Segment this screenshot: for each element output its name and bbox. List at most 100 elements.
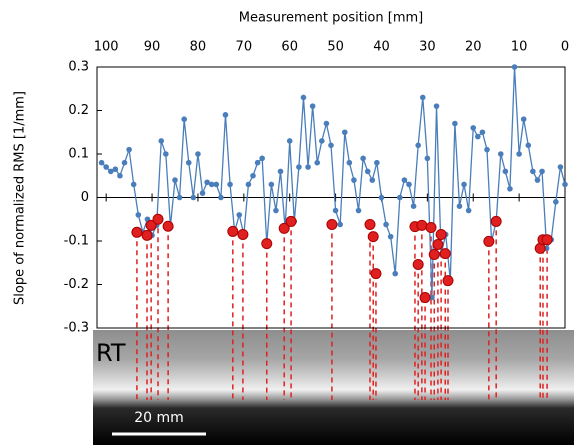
highlight-point	[439, 248, 451, 260]
data-point	[163, 151, 169, 157]
highlight-point	[483, 235, 495, 247]
data-point	[369, 177, 376, 183]
data-point	[130, 181, 137, 188]
x-tick-label: 30	[419, 40, 436, 55]
x-tick-label: 80	[190, 40, 207, 55]
highlight-point	[237, 228, 249, 240]
data-point	[112, 166, 119, 173]
data-point	[424, 155, 431, 162]
x-tick-label: 100	[94, 40, 119, 55]
data-point	[296, 164, 302, 170]
highlight-point	[412, 258, 424, 270]
data-point	[470, 125, 477, 131]
y-tick-label: 0.2	[68, 103, 89, 118]
data-point	[525, 142, 532, 149]
x-tick-label: 20	[465, 40, 482, 55]
data-point	[332, 207, 339, 214]
data-point	[475, 133, 481, 140]
data-point	[300, 94, 307, 101]
highlight-point	[425, 222, 437, 234]
data-point	[553, 199, 559, 205]
highlight-point	[435, 228, 447, 240]
data-point	[172, 177, 178, 183]
data-point	[378, 194, 385, 201]
data-point	[461, 181, 467, 188]
y-tick-label: -0.1	[64, 234, 89, 249]
data-point	[484, 146, 490, 153]
data-point	[530, 168, 536, 175]
data-point	[185, 159, 192, 166]
highlight-point	[261, 238, 273, 250]
data-point	[181, 116, 187, 122]
data-point	[208, 181, 215, 188]
data-point	[176, 194, 183, 201]
data-point	[351, 177, 357, 183]
data-point	[415, 142, 421, 149]
highlight-point	[367, 231, 379, 243]
highlight-point	[278, 222, 290, 234]
data-point	[305, 164, 311, 170]
data-point	[507, 186, 513, 192]
data-point	[218, 194, 224, 201]
data-point	[456, 203, 463, 209]
data-point	[539, 168, 545, 175]
data-point	[392, 270, 399, 277]
highlight-point	[131, 226, 143, 238]
x-tick-label: 0	[561, 40, 569, 55]
data-point	[277, 168, 284, 175]
data-point	[195, 151, 201, 157]
data-point	[419, 94, 426, 101]
data-point	[103, 164, 109, 170]
data-point	[341, 129, 348, 136]
data-point	[534, 177, 541, 183]
data-point	[401, 177, 408, 183]
data-point	[346, 159, 353, 166]
y-tick-label: 0	[81, 190, 89, 205]
data-point	[259, 155, 265, 162]
x-tick-label: 40	[373, 40, 390, 55]
data-point	[452, 120, 458, 127]
data-point	[204, 179, 210, 186]
data-point	[245, 181, 252, 188]
highlight-point	[541, 234, 553, 246]
photo	[93, 330, 574, 445]
data-point	[387, 233, 394, 240]
data-point	[273, 207, 279, 214]
highlight-point	[432, 238, 444, 250]
data-point	[433, 103, 440, 109]
data-point	[328, 142, 334, 149]
data-point	[227, 181, 233, 188]
x-tick-label: 70	[236, 40, 253, 55]
highlight-point	[285, 215, 297, 227]
y-tick-label: 0.3	[68, 60, 89, 75]
scale-bar-label: 20 mm	[134, 410, 184, 426]
data-point	[236, 212, 243, 218]
highlight-point	[141, 229, 153, 241]
highlight-point	[162, 220, 174, 232]
highlight-point	[152, 213, 164, 225]
data-point	[429, 294, 435, 301]
highlight-point	[364, 218, 376, 230]
data-point	[199, 190, 206, 196]
data-point	[213, 181, 220, 188]
data-point	[254, 159, 261, 166]
y-tick-label: -0.3	[64, 321, 89, 336]
highlight-point	[442, 275, 454, 287]
data-point	[374, 159, 380, 166]
data-point	[121, 159, 128, 166]
data-point	[502, 168, 509, 175]
data-point	[126, 146, 132, 153]
highlight-point	[419, 292, 431, 304]
data-line	[101, 66, 566, 298]
data-point	[397, 194, 403, 201]
data-point	[406, 181, 412, 188]
data-point	[98, 159, 105, 166]
data-point	[557, 164, 564, 170]
data-point	[511, 64, 518, 70]
highlight-point	[428, 248, 440, 260]
data-point	[323, 120, 330, 127]
data-point	[337, 221, 343, 228]
x-tick-label: 90	[144, 40, 161, 55]
highlight-point	[227, 225, 239, 237]
data-point	[410, 203, 417, 209]
